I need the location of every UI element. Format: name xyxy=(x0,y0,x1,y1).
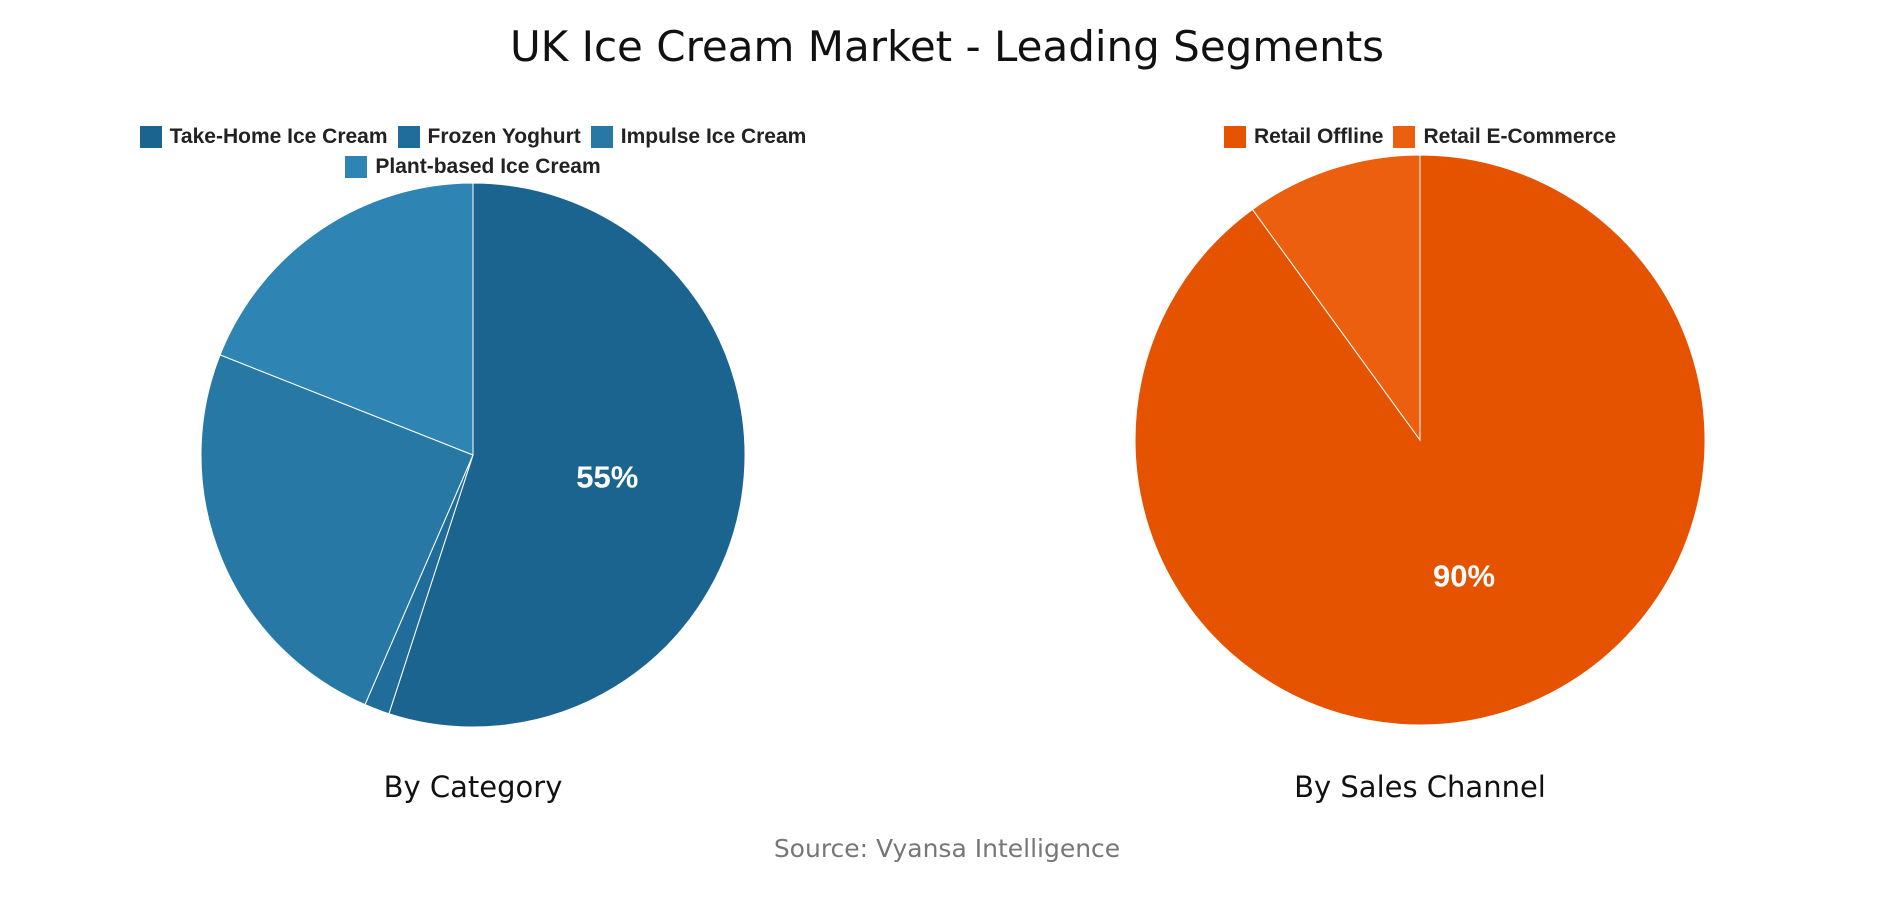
pie-slice-impulse-ice-cream[interactable] xyxy=(200,354,474,706)
pie-slice-retail-e-commerce[interactable] xyxy=(1251,154,1421,442)
source-note: Source: Vyansa Intelligence xyxy=(773,834,1121,863)
legend-item[interactable]: Frozen Yoghurt xyxy=(397,125,581,149)
pie-slice-plant-based-ice-cream[interactable] xyxy=(219,182,474,456)
category-subtitle: By Category xyxy=(383,770,563,804)
data-label: 90% xyxy=(1433,559,1495,594)
legend-label: Impulse Ice Cream xyxy=(620,125,807,148)
legend-swatch xyxy=(345,156,368,178)
legend-item[interactable]: Take-Home Ice Cream xyxy=(139,125,388,149)
legend-item[interactable]: Retail Offline xyxy=(1223,125,1384,149)
category-legend: Take-Home Ice Cream Frozen Yoghurt Impulse… xyxy=(103,125,843,179)
legend-swatch xyxy=(139,126,162,148)
legend-item[interactable]: Retail E-Commerce xyxy=(1393,125,1616,149)
legend-swatch xyxy=(1393,126,1416,148)
data-label: 55% xyxy=(576,459,638,494)
legend-label: Take-Home Ice Cream xyxy=(169,125,388,148)
legend-label: Retail E-Commerce xyxy=(1423,125,1617,148)
legend-swatch xyxy=(397,126,420,148)
legend-item[interactable]: Plant-based Ice Cream xyxy=(345,155,601,179)
legend-swatch xyxy=(590,126,613,148)
legend-label: Frozen Yoghurt xyxy=(427,125,581,148)
pie-slice-take-home-ice-cream[interactable] xyxy=(388,182,746,728)
chart-title: UK Ice Cream Market - Leading Segments xyxy=(509,22,1385,71)
legend-label: Retail Offline xyxy=(1253,125,1384,148)
legend-label: Plant-based Ice Cream xyxy=(375,155,601,178)
sales-channel-legend: Retail Offline Retail E-Commerce xyxy=(1050,125,1790,149)
legend-swatch xyxy=(1223,126,1246,148)
legend-item[interactable]: Impulse Ice Cream xyxy=(590,125,807,149)
sales-channel-subtitle: By Sales Channel xyxy=(1294,770,1546,804)
